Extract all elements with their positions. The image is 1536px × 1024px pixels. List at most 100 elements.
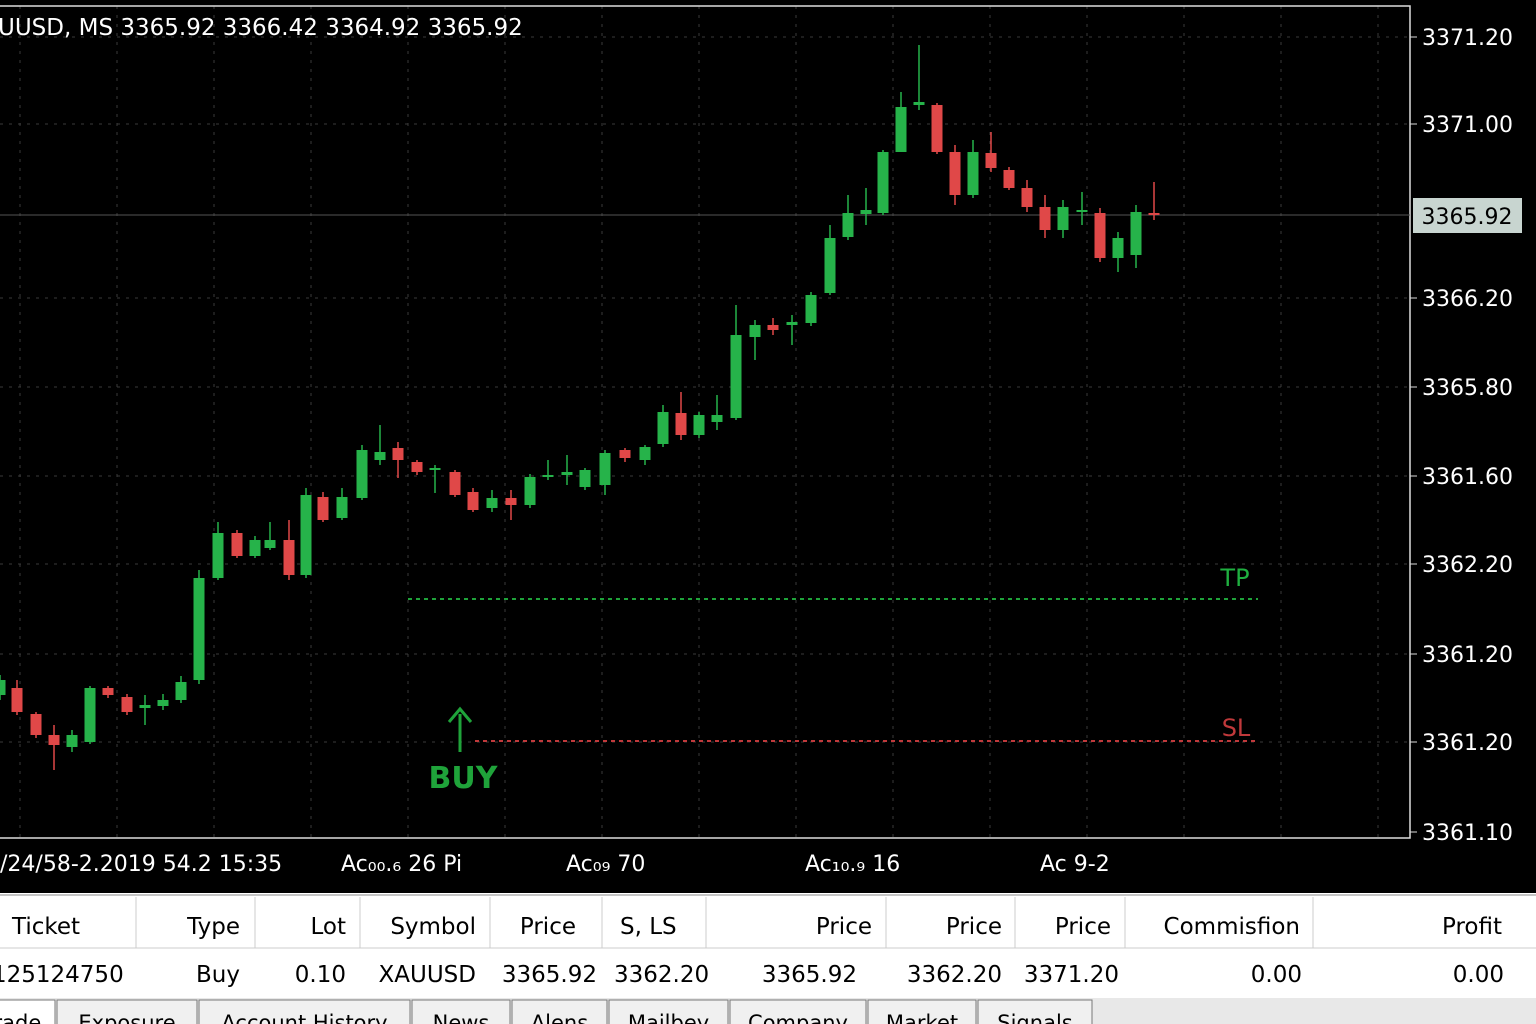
tab-label[interactable]: Account History <box>221 1011 387 1024</box>
tab[interactable] <box>56 999 198 1024</box>
current-price: 3365.92 <box>1422 205 1513 230</box>
candle-body <box>877 152 889 213</box>
price-label: 3361.60 <box>1422 465 1513 490</box>
candle-body <box>505 498 517 505</box>
candle-body <box>84 688 96 742</box>
column-header: Symbol <box>390 914 476 940</box>
candle-body <box>374 452 386 460</box>
time-label: Ac 9-2 <box>1040 852 1110 877</box>
tab[interactable] <box>608 999 729 1024</box>
cell: Buy <box>196 962 240 988</box>
tab[interactable] <box>0 999 56 1024</box>
price-label: 3361.10 <box>1422 821 1513 846</box>
buy-arrow-head <box>447 706 473 723</box>
price-label: 3361.20 <box>1422 643 1513 668</box>
tab[interactable] <box>198 999 411 1024</box>
candle-body <box>657 412 669 444</box>
tab-label[interactable]: Company <box>748 1011 848 1024</box>
candle-body <box>11 688 23 712</box>
time-label: Ac₀₉ 70 <box>566 852 645 877</box>
tab-label[interactable]: Signals <box>997 1011 1072 1024</box>
tab[interactable] <box>411 999 511 1024</box>
price-label: 3371.20 <box>1422 26 1513 51</box>
candle-body <box>1076 210 1088 212</box>
column-header: Price <box>816 914 872 940</box>
price-label: 3361.20 <box>1422 731 1513 756</box>
candle-body <box>411 462 423 472</box>
time-label: /24/58-2.2019 54.2 15:35 <box>0 852 282 877</box>
sl-label: SL <box>1222 714 1251 742</box>
candle-body <box>1148 213 1160 215</box>
cell: 3365.92 <box>502 962 597 988</box>
candle-body <box>356 450 368 498</box>
column-header: Lot <box>311 914 347 940</box>
candle-body <box>1094 213 1106 258</box>
candle-body <box>157 700 169 706</box>
candle-body <box>30 714 42 735</box>
cell: 3365.92 <box>762 962 857 988</box>
cell: 0.00 <box>1453 962 1504 988</box>
candle-body <box>561 472 573 475</box>
candle-body <box>675 413 687 435</box>
tab[interactable] <box>511 999 608 1024</box>
candle-body <box>486 498 498 508</box>
cell: 0.00 <box>1251 962 1302 988</box>
candle-body <box>336 497 348 518</box>
candle-body <box>1112 238 1124 258</box>
tab-label[interactable]: Alens <box>531 1011 588 1024</box>
price-axis: 3371.20 3371.00 3366.20 3365.80 3361.60 3362.… <box>1410 26 1513 846</box>
price-label: 3371.00 <box>1422 113 1513 138</box>
candle-body <box>249 540 261 556</box>
price-label: 3366.20 <box>1422 287 1513 312</box>
tab-label[interactable]: Exposure <box>78 1011 175 1024</box>
tab-label[interactable]: Market <box>886 1011 958 1024</box>
candle-body <box>231 533 243 556</box>
candle-body <box>48 735 60 745</box>
cell: 3371.20 <box>1024 962 1119 988</box>
candle-body <box>300 495 312 575</box>
candle-body <box>711 415 723 422</box>
tab[interactable] <box>867 999 977 1024</box>
candle-body <box>949 152 961 195</box>
time-axis: /24/58-2.2019 54.2 15:35 Ac₀₀.₆ 26 Pi Ac₀₉… <box>0 852 1110 877</box>
tp-label: TP <box>1219 564 1249 592</box>
candle-body <box>524 477 536 505</box>
candle-body <box>749 325 761 337</box>
candle-body <box>102 688 114 695</box>
candle-body <box>913 102 925 105</box>
tab-label[interactable]: Trade <box>0 1011 41 1024</box>
price-label: 3362.20 <box>1422 553 1513 578</box>
chart-window <box>0 0 1536 893</box>
cell: 3362.20 <box>907 962 1002 988</box>
candle-body <box>767 325 779 330</box>
column-header: Profit <box>1442 914 1502 940</box>
tab-label[interactable]: Mailbey <box>628 1011 709 1024</box>
candle-body <box>317 497 329 520</box>
cell: 3362.20 <box>614 962 709 988</box>
candle-body <box>967 152 979 195</box>
candle-body <box>599 453 611 485</box>
candle-body <box>619 450 631 458</box>
candle-body <box>824 238 836 293</box>
candle-body <box>860 210 872 214</box>
candle-body <box>786 322 798 325</box>
cell: XAUUSD <box>379 962 476 988</box>
column-header: Price <box>520 914 576 940</box>
candle-body <box>467 492 479 510</box>
candle-body <box>579 470 591 487</box>
tab-label[interactable]: News <box>433 1011 490 1024</box>
cell: 0.10 <box>295 962 346 988</box>
candle-body <box>1003 170 1015 188</box>
chart-header: UUSD, MS 3365.92 3366.42 3364.92 3365.92 <box>0 15 523 41</box>
candle-body <box>212 533 224 578</box>
candle-body <box>264 540 276 548</box>
candle-body <box>931 105 943 152</box>
column-header: Price <box>1055 914 1111 940</box>
candle-body <box>805 295 817 323</box>
tab[interactable] <box>977 999 1093 1024</box>
trade-table <box>0 893 1536 1000</box>
tab[interactable] <box>729 999 867 1024</box>
candle-body <box>895 107 907 152</box>
current-price-box <box>1413 198 1522 233</box>
